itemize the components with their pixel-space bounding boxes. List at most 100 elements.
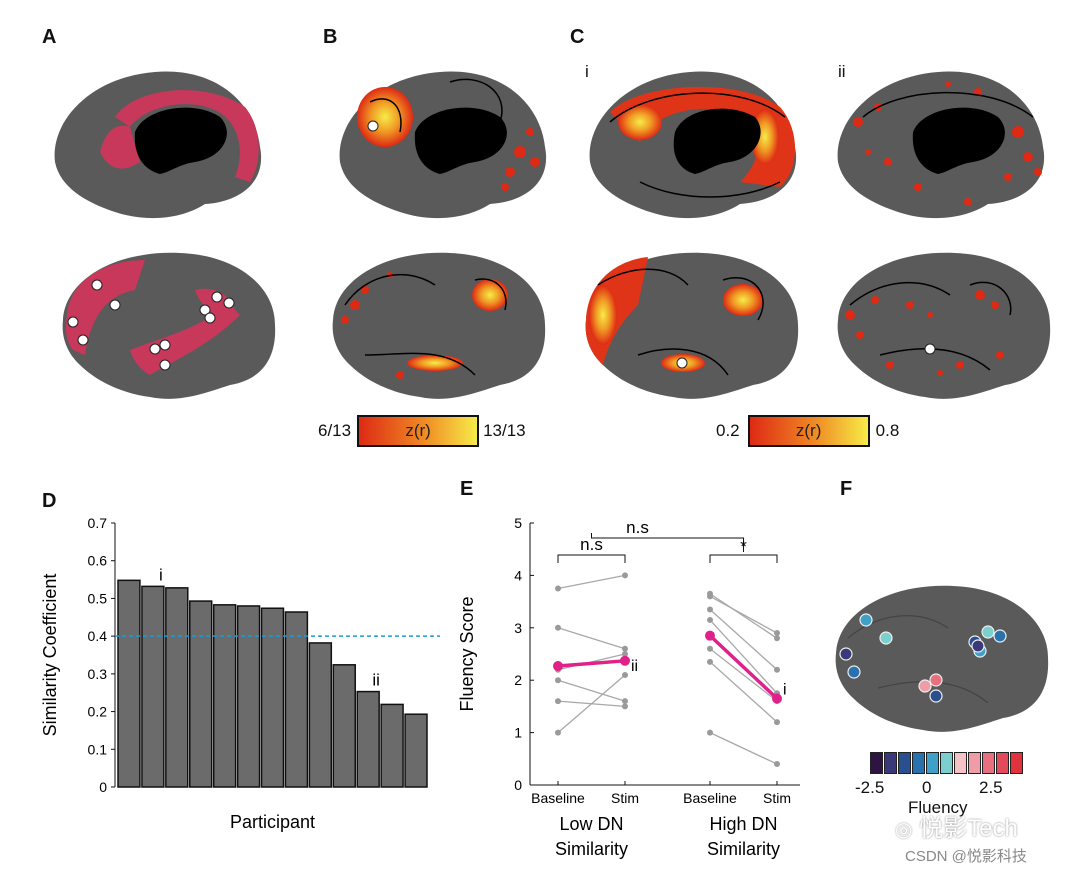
d-ytick-label: 0.1 (88, 741, 108, 757)
brain-b-medial (339, 71, 547, 219)
e-bracket-between-label: n.s (626, 518, 649, 537)
brain-c-i-lateral (585, 252, 799, 399)
e-group-label-line1: Low DN (559, 814, 623, 834)
brain-a-medial (54, 71, 262, 219)
d-ytick-label: 0.3 (88, 666, 108, 682)
colorbar-f-swatch (884, 752, 897, 774)
e-subject-line (709, 593, 778, 639)
panel-c-sub-i: i (585, 62, 589, 81)
e-group-label-line1: High DN (709, 814, 777, 834)
e-ytick-label: 2 (514, 672, 522, 688)
e-ytick-label: 3 (514, 620, 522, 636)
e-mean-point (620, 655, 630, 666)
d-bar (236, 605, 261, 788)
d-bar (308, 642, 333, 788)
d-ytick-label: 0.6 (88, 553, 108, 569)
e-xtick-label: Stim (763, 790, 791, 806)
e-subject-point (774, 630, 780, 637)
e-subject-point (707, 593, 713, 600)
d-bar (141, 585, 165, 788)
e-subject-point (555, 585, 561, 592)
e-subject-point (622, 698, 628, 705)
e-subject-line (709, 619, 778, 694)
e-mean-line (708, 634, 779, 700)
d-ylabel: Similarity Coefficient (40, 574, 60, 737)
f-electrode (929, 673, 943, 687)
d-bar (332, 664, 356, 788)
panel-label-e: E (460, 478, 474, 500)
e-ytick-label: 4 (514, 567, 522, 583)
e-xtick-label: Stim (611, 790, 639, 806)
colorbar-c-label: z(r) (795, 421, 822, 440)
e-subject-point (622, 572, 628, 579)
panel-label-d: D (42, 490, 57, 512)
f-electrode (879, 631, 893, 645)
d-bar (380, 703, 404, 788)
e-subject-line (709, 608, 778, 671)
f-electrode (847, 665, 861, 679)
e-mean-point (705, 630, 715, 641)
e-subject-point (622, 671, 628, 678)
d-bar (117, 579, 141, 788)
f-electrode (859, 613, 873, 627)
d-ytick-label: 0.4 (88, 628, 108, 644)
d-ytick-label: 0.5 (88, 590, 108, 606)
chart-d-similarity: 00.10.20.30.40.50.60.7iiiParticipantSimi… (40, 515, 440, 832)
watermark-credit: CSDN @悦影科技 (905, 848, 1027, 865)
brain-a-lateral (62, 252, 276, 399)
colorbar-f-swatch (940, 752, 953, 774)
e-subject-point (707, 616, 713, 623)
colorbar-f-swatch (996, 752, 1009, 774)
e-group-label-line2: Similarity (555, 839, 628, 859)
colorbar-f-swatch (870, 752, 883, 774)
colorbar-f-swatch (954, 752, 967, 774)
panel-label-b: B (323, 26, 338, 48)
f-electrode (918, 679, 932, 693)
d-bar (404, 713, 428, 788)
colorbar-f-swatch (968, 752, 981, 774)
e-subject-point (555, 624, 561, 631)
f-electrode (981, 625, 995, 639)
d-bar (260, 607, 285, 788)
e-ytick-label: 1 (514, 725, 522, 741)
e-subject-line (709, 595, 778, 634)
colorbar-b: 6/13 z(r) 13/13 (318, 415, 526, 447)
watermark-brand: ◎ 悦影Tech (895, 808, 1018, 843)
d-ytick-label: 0 (99, 779, 107, 795)
colorbar-f-title: Fluency (908, 798, 968, 817)
wechat-icon: ◎ (895, 819, 913, 841)
d-bar (284, 611, 309, 788)
e-subject-point (774, 719, 780, 726)
colorbar-f-swatch (898, 752, 911, 774)
f-electrode (839, 647, 853, 661)
panel-c-sub-ii: ii (838, 62, 846, 81)
colorbar-f-swatch (912, 752, 925, 774)
e-subject-line (709, 661, 778, 723)
e-mean-line (557, 659, 626, 668)
panel-label-c: C (570, 26, 585, 48)
e-subject-line (709, 648, 778, 702)
e-bracket-low (557, 554, 626, 563)
e-subject-point (707, 658, 713, 665)
e-subject-point (555, 677, 561, 684)
d-bar-annotation: i (159, 565, 163, 584)
colorbar-b-max: 13/13 (483, 421, 526, 440)
colorbar-f-tick-max: 2.5 (979, 778, 1003, 797)
e-group-annotation: ii (631, 658, 638, 675)
chart-e-fluency: 0 1 2 3 4 5 Baseline Stim Baseline Stim ii Low DN Si… (457, 515, 800, 859)
f-electrode (971, 639, 985, 653)
e-subject-point (622, 651, 628, 657)
chart-f-electrodes (839, 613, 1007, 703)
e-xtick-label: Baseline (683, 790, 737, 806)
colorbar-f-tick-mid: 0 (922, 778, 932, 797)
e-mean-point (553, 661, 563, 672)
e-subject-point (707, 645, 713, 652)
e-mean-point (772, 693, 782, 704)
colorbar-f-swatch (926, 752, 939, 774)
d-ytick-label: 0.7 (88, 515, 108, 531)
d-xlabel: Participant (230, 812, 315, 832)
e-group-annotation: i (783, 682, 787, 699)
e-subject-point (622, 703, 628, 710)
colorbar-c: 0.2 z(r) 0.8 (716, 415, 899, 447)
colorbar-b-min: 6/13 (318, 421, 352, 440)
